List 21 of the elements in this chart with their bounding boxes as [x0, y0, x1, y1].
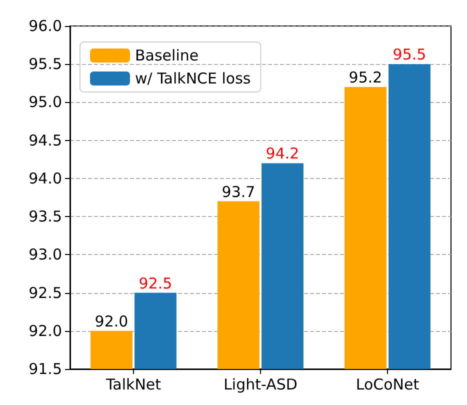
- legend-label: w/ TalkNCE loss: [135, 70, 251, 88]
- y-tick-label: 96.0: [28, 17, 62, 35]
- x-tick-label: Light-ASD: [224, 376, 298, 394]
- y-tick-label: 95.5: [28, 55, 62, 74]
- y-tick-label: 91.5: [28, 360, 62, 378]
- data-label: 95.2: [348, 68, 382, 86]
- data-label: 92.0: [94, 312, 128, 330]
- y-tick-label: 94.5: [28, 131, 62, 150]
- x-tick-label: LoCoNet: [356, 376, 420, 394]
- legend-label: Baseline: [135, 46, 199, 64]
- data-label: 93.7: [222, 182, 256, 201]
- y-tick-label: 93.0: [28, 246, 62, 264]
- data-label: 92.5: [138, 274, 172, 292]
- y-tick-label: 95.0: [28, 93, 62, 112]
- y-tick-label: 92.5: [28, 284, 62, 302]
- y-tick-label: 94.0: [28, 169, 62, 188]
- y-tick-label: 92.0: [28, 322, 62, 340]
- y-tick-label: 93.5: [28, 208, 62, 226]
- x-tick-label: TalkNet: [104, 376, 162, 394]
- data-label: 94.2: [266, 144, 300, 163]
- data-label: 95.5: [392, 46, 426, 64]
